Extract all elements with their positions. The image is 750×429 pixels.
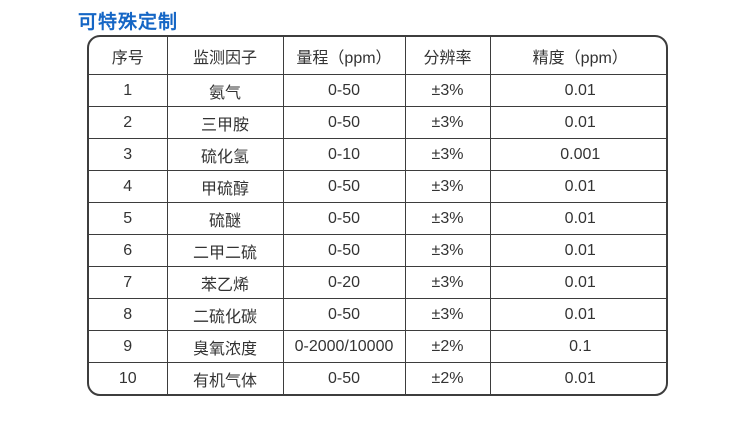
table-cell: 0-20 [282, 266, 406, 299]
table-cell: ±3% [404, 266, 491, 299]
table-cell: 氨气 [166, 74, 284, 107]
table-cell: 0.001 [489, 138, 666, 171]
table-header-row: 序号 监测因子 量程（ppm） 分辨率 精度（ppm） [89, 37, 666, 75]
table-cell: 硫化氢 [166, 138, 284, 171]
table-cell: 0.01 [489, 298, 666, 331]
table-cell: 臭氧浓度 [166, 330, 284, 363]
table-cell: ±3% [404, 234, 491, 267]
table-cell: 8 [89, 298, 168, 331]
table-cell: 0-50 [282, 106, 406, 139]
table-cell: ±3% [404, 170, 491, 203]
table-cell: 5 [89, 202, 168, 235]
table-row: 3 硫化氢 0-10 ±3% 0.001 [89, 138, 666, 171]
table-cell: 0-2000/10000 [282, 330, 406, 363]
table-cell: 0-50 [282, 74, 406, 107]
table-cell: 0-50 [282, 234, 406, 267]
table-cell: 0.1 [489, 330, 666, 363]
table-row: 6 二甲二硫 0-50 ±3% 0.01 [89, 234, 666, 267]
table-cell: 0.01 [489, 74, 666, 107]
column-header: 序号 [89, 37, 168, 75]
table-row: 7 苯乙烯 0-20 ±3% 0.01 [89, 266, 666, 299]
table-cell: 0.01 [489, 266, 666, 299]
table-cell: ±3% [404, 106, 491, 139]
table-row: 5 硫醚 0-50 ±3% 0.01 [89, 202, 666, 235]
column-header: 精度（ppm） [489, 37, 666, 75]
table-cell: 硫醚 [166, 202, 284, 235]
table-row: 8 二硫化碳 0-50 ±3% 0.01 [89, 298, 666, 331]
spec-table: 序号 监测因子 量程（ppm） 分辨率 精度（ppm） 1 氨气 0-50 ±3% 0.01 2 三… [89, 37, 666, 394]
table-cell: 7 [89, 266, 168, 299]
section-title: 可特殊定制 [78, 12, 179, 33]
table-cell: 0.01 [489, 202, 666, 235]
table-cell: 三甲胺 [166, 106, 284, 139]
table-cell: 10 [89, 362, 168, 394]
table-cell: 3 [89, 138, 168, 171]
table-cell: 二硫化碳 [166, 298, 284, 331]
table-row: 2 三甲胺 0-50 ±3% 0.01 [89, 106, 666, 139]
table-cell: 6 [89, 234, 168, 267]
table-cell: 2 [89, 106, 168, 139]
table-cell: 0-50 [282, 202, 406, 235]
table-cell: ±3% [404, 298, 491, 331]
table-cell: 苯乙烯 [166, 266, 284, 299]
table-cell: 0-10 [282, 138, 406, 171]
table-cell: 0-50 [282, 362, 406, 394]
column-header: 量程（ppm） [282, 37, 406, 75]
column-header: 监测因子 [166, 37, 284, 75]
table-cell: 有机气体 [166, 362, 284, 394]
column-header: 分辨率 [404, 37, 491, 75]
table-cell: 0.01 [489, 234, 666, 267]
table-cell: ±3% [404, 74, 491, 107]
table-cell: ±2% [404, 362, 491, 394]
table-cell: 0-50 [282, 170, 406, 203]
table-cell: 1 [89, 74, 168, 107]
table-cell: ±3% [404, 138, 491, 171]
table-row: 10 有机气体 0-50 ±2% 0.01 [89, 362, 666, 394]
table-cell: ±2% [404, 330, 491, 363]
table-cell: 0.01 [489, 362, 666, 394]
table-cell: 9 [89, 330, 168, 363]
table-cell: ±3% [404, 202, 491, 235]
table-cell: 二甲二硫 [166, 234, 284, 267]
table-cell: 4 [89, 170, 168, 203]
table-row: 1 氨气 0-50 ±3% 0.01 [89, 74, 666, 107]
table-cell: 0.01 [489, 170, 666, 203]
table-body: 1 氨气 0-50 ±3% 0.01 2 三甲胺 0-50 ±3% 0.01 3 硫化氢 0-10 ±3%… [89, 74, 666, 394]
table-row: 9 臭氧浓度 0-2000/10000 ±2% 0.1 [89, 330, 666, 363]
table-cell: 甲硫醇 [166, 170, 284, 203]
table-cell: 0-50 [282, 298, 406, 331]
table-cell: 0.01 [489, 106, 666, 139]
table-row: 4 甲硫醇 0-50 ±3% 0.01 [89, 170, 666, 203]
spec-table-frame: 序号 监测因子 量程（ppm） 分辨率 精度（ppm） 1 氨气 0-50 ±3% 0.01 2 三… [87, 35, 668, 396]
